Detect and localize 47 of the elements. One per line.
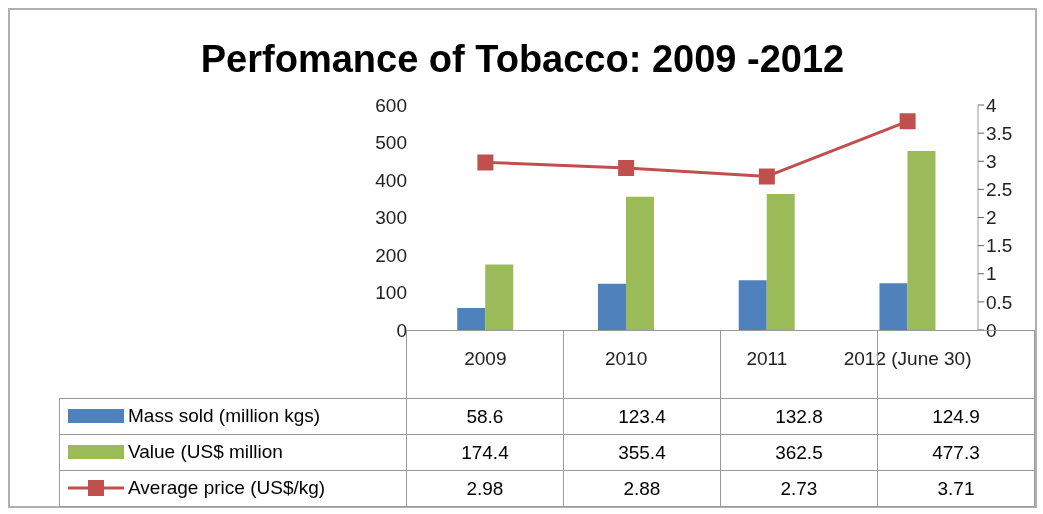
y-tick-label: 0 <box>396 319 407 341</box>
y2-tick-label: 4 <box>986 94 997 116</box>
data-label: 3.71 <box>877 470 1035 507</box>
data-label: 2.98 <box>406 470 564 507</box>
point <box>618 160 635 176</box>
bar <box>597 283 626 330</box>
data-label: 362.5 <box>720 434 878 471</box>
y-tick-label: 400 <box>375 169 407 191</box>
y-tick-label: 100 <box>375 282 407 304</box>
y2-tick-label: 2.5 <box>986 179 1013 201</box>
data-label: 2.88 <box>563 470 721 507</box>
y-tick-label: 200 <box>375 244 407 266</box>
bar <box>485 264 514 330</box>
data-label: 58.6 <box>406 398 564 435</box>
bar <box>625 196 654 330</box>
bar <box>457 308 486 330</box>
data-label: 132.8 <box>720 398 878 435</box>
data-label: 174.4 <box>406 434 564 471</box>
x-tick-label: 2009 <box>464 348 507 370</box>
bar <box>738 280 767 330</box>
data-label: 124.9 <box>877 398 1035 435</box>
y2-tick-label: 1 <box>986 263 997 285</box>
bar <box>766 194 795 330</box>
y2-tick-label: 2 <box>986 207 997 229</box>
legend-label: Mass sold (million kgs) <box>128 404 321 427</box>
bar <box>907 151 936 330</box>
point <box>477 154 494 171</box>
point <box>899 113 916 130</box>
x-tick-label: 2010 <box>604 348 648 370</box>
data-label: 477.3 <box>877 434 1035 471</box>
bar <box>879 283 908 330</box>
y-tick-label: 500 <box>375 132 407 154</box>
y-tick-label: 300 <box>375 207 407 229</box>
y-tick-label: 600 <box>375 94 407 116</box>
y2-tick-label: 3 <box>986 150 997 172</box>
legend-label: Average price (US$/kg) <box>128 476 326 499</box>
data-label: 355.4 <box>563 434 721 471</box>
data-label: 2.73 <box>720 470 878 507</box>
y2-tick-label: 3.5 <box>986 122 1013 144</box>
point <box>758 168 775 185</box>
y2-tick-label: 1.5 <box>986 235 1013 257</box>
y2-tick-label: 0.5 <box>986 291 1013 313</box>
x-tick-label: 2011 <box>746 348 788 370</box>
data-label: 123.4 <box>563 398 721 435</box>
x-tick-label: 2012 (June 30) <box>843 348 972 370</box>
chart-title: Perfomance of Tobacco: 2009 -2012 <box>199 38 846 81</box>
legend-label: Value (US$ million <box>128 440 283 463</box>
